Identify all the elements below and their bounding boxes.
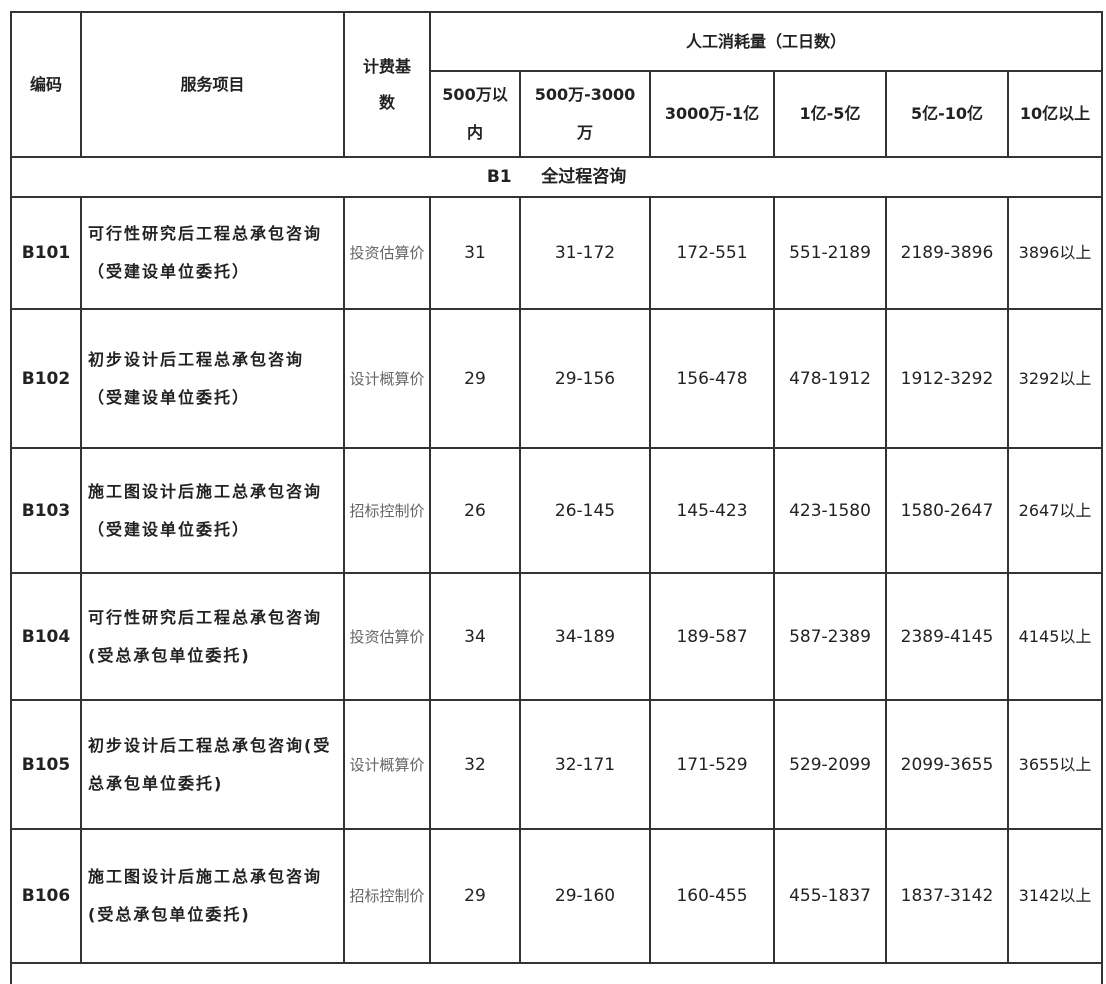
table-row: B103 施工图设计后施工总承包咨询（受建设单位委托） 招标控制价 26 26-145 1… bbox=[10, 447, 1104, 574]
row-value: 2189-3896 bbox=[885, 196, 1009, 310]
row-basis: 招标控制价 bbox=[343, 828, 431, 964]
row-value: 32-171 bbox=[519, 699, 651, 830]
row-value: 3142以上 bbox=[1006, 828, 1104, 964]
header-code: 编码 bbox=[10, 11, 82, 158]
header-basis: 计费基数 bbox=[343, 11, 431, 158]
row-value: 145-423 bbox=[649, 447, 775, 574]
header-range: 500万-3000万 bbox=[519, 70, 651, 158]
table-row: B104 可行性研究后工程总承包咨询(受总承包单位委托) 投资估算价 34 34-189… bbox=[10, 572, 1104, 701]
row-code: B104 bbox=[10, 572, 82, 701]
row-value: 29-156 bbox=[519, 308, 651, 449]
row-value: 1837-3142 bbox=[885, 828, 1009, 964]
header-range: 1亿-5亿 bbox=[773, 70, 887, 158]
row-value: 551-2189 bbox=[773, 196, 887, 310]
row-service: 施工图设计后施工总承包咨询(受总承包单位委托) bbox=[80, 828, 345, 964]
row-value: 478-1912 bbox=[773, 308, 887, 449]
row-value: 2389-4145 bbox=[885, 572, 1009, 701]
row-value: 189-587 bbox=[649, 572, 775, 701]
row-basis: 投资估算价 bbox=[343, 196, 431, 310]
header-range: 500万以内 bbox=[429, 70, 521, 158]
row-value: 3896以上 bbox=[1006, 196, 1104, 310]
labor-consumption-table: 编码 服务项目 计费基数 人工消耗量（工日数） 500万以内 500万-3000万… bbox=[9, 11, 1104, 984]
row-basis: 设计概算价 bbox=[343, 308, 431, 449]
row-basis: 投资估算价 bbox=[343, 572, 431, 701]
row-value: 29 bbox=[429, 828, 521, 964]
row-code: B102 bbox=[10, 308, 82, 449]
table-row: B102 初步设计后工程总承包咨询（受建设单位委托） 设计概算价 29 29-156 15… bbox=[10, 308, 1104, 449]
table-row: B106 施工图设计后施工总承包咨询(受总承包单位委托) 招标控制价 29 29-160… bbox=[10, 828, 1104, 964]
row-value: 2647以上 bbox=[1006, 447, 1104, 574]
row-service: 可行性研究后工程总承包咨询（受建设单位委托） bbox=[80, 196, 345, 310]
header-range: 10亿以上 bbox=[1006, 70, 1104, 158]
row-code: B106 bbox=[10, 828, 82, 964]
row-service: 施工图设计后施工总承包咨询（受建设单位委托） bbox=[80, 447, 345, 574]
row-service: 可行性研究后工程总承包咨询(受总承包单位委托) bbox=[80, 572, 345, 701]
row-code: B101 bbox=[10, 196, 82, 310]
row-value: 156-478 bbox=[649, 308, 775, 449]
row-value: 423-1580 bbox=[773, 447, 887, 574]
section-header: B1 全过程咨询 bbox=[9, 156, 1104, 198]
row-value: 31 bbox=[429, 196, 521, 310]
row-value: 4145以上 bbox=[1006, 572, 1104, 701]
row-value: 29 bbox=[429, 308, 521, 449]
table-continuation-cell bbox=[9, 962, 1104, 984]
row-value: 587-2389 bbox=[773, 572, 887, 701]
header-range: 3000万-1亿 bbox=[649, 70, 775, 158]
table-row: B101 可行性研究后工程总承包咨询（受建设单位委托） 投资估算价 31 31-172 1… bbox=[10, 196, 1104, 310]
header-range: 5亿-10亿 bbox=[885, 70, 1009, 158]
row-value: 171-529 bbox=[649, 699, 775, 830]
row-value: 26-145 bbox=[519, 447, 651, 574]
row-value: 172-551 bbox=[649, 196, 775, 310]
row-value: 26 bbox=[429, 447, 521, 574]
row-value: 1580-2647 bbox=[885, 447, 1009, 574]
row-value: 3655以上 bbox=[1006, 699, 1104, 830]
row-value: 3292以上 bbox=[1006, 308, 1104, 449]
section-title: 全过程咨询 bbox=[541, 167, 627, 187]
table-row: B105 初步设计后工程总承包咨询(受总承包单位委托) 设计概算价 32 32-171 1… bbox=[10, 699, 1104, 830]
section-code: B1 bbox=[486, 167, 512, 187]
header-labor: 人工消耗量（工日数） bbox=[428, 11, 1104, 72]
row-value: 1912-3292 bbox=[885, 308, 1009, 449]
header-service: 服务项目 bbox=[80, 11, 345, 158]
row-value: 529-2099 bbox=[773, 699, 887, 830]
row-basis: 设计概算价 bbox=[343, 699, 431, 830]
row-basis: 招标控制价 bbox=[343, 447, 431, 574]
row-value: 455-1837 bbox=[773, 828, 887, 964]
row-value: 34 bbox=[429, 572, 521, 701]
row-service: 初步设计后工程总承包咨询（受建设单位委托） bbox=[80, 308, 345, 449]
row-code: B105 bbox=[10, 699, 82, 830]
row-code: B103 bbox=[10, 447, 82, 574]
row-value: 32 bbox=[429, 699, 521, 830]
row-value: 29-160 bbox=[519, 828, 651, 964]
row-value: 2099-3655 bbox=[885, 699, 1009, 830]
row-value: 34-189 bbox=[519, 572, 651, 701]
row-value: 31-172 bbox=[519, 196, 651, 310]
table-continuation bbox=[9, 962, 1104, 984]
row-value: 160-455 bbox=[649, 828, 775, 964]
row-service: 初步设计后工程总承包咨询(受总承包单位委托) bbox=[80, 699, 345, 830]
